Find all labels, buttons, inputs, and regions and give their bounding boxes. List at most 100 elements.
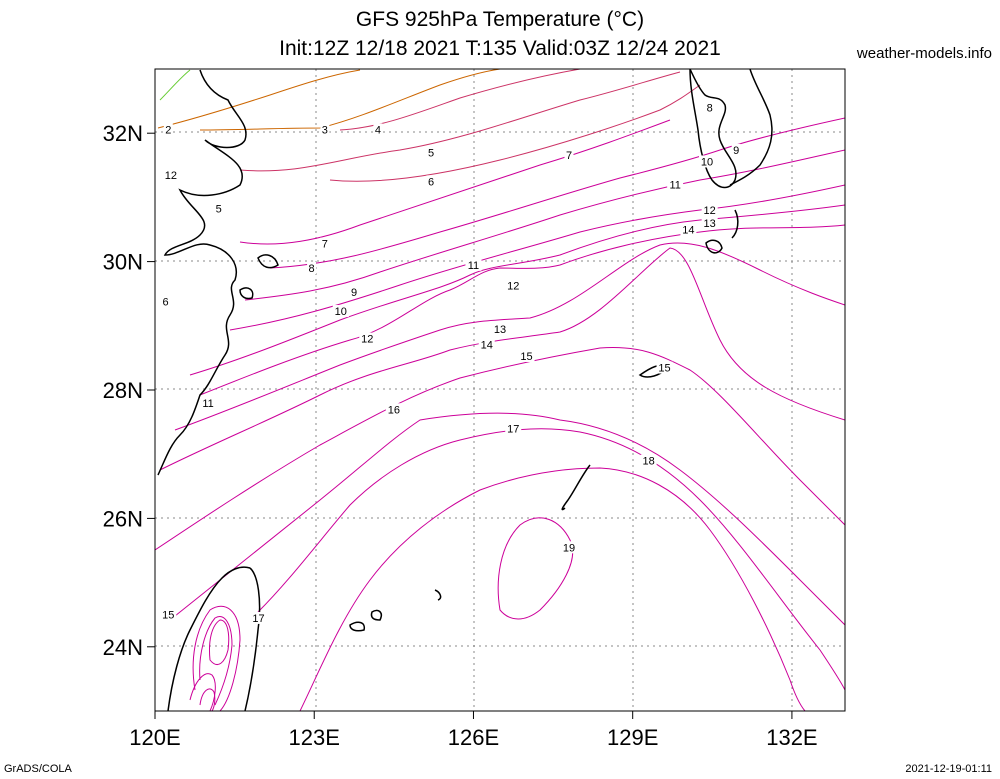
contour-label: 10 bbox=[335, 306, 347, 318]
contour-label: 3 bbox=[322, 124, 328, 136]
contour-label: 8 bbox=[707, 103, 713, 115]
contour-label: 4 bbox=[375, 124, 381, 136]
isotherm-19 bbox=[497, 517, 574, 620]
yakushima-island bbox=[705, 239, 723, 254]
contour-label-bg bbox=[349, 285, 359, 298]
contour-label-bg bbox=[705, 101, 715, 114]
isotherm-6 bbox=[329, 84, 701, 182]
isotherm-2 bbox=[157, 69, 361, 129]
y-tick-label: 28N bbox=[103, 378, 143, 403]
contour-label: 18 bbox=[642, 456, 654, 468]
ryukyu-okinawa bbox=[561, 464, 591, 511]
contour-label: 12 bbox=[165, 170, 177, 182]
isotherm-10 bbox=[229, 184, 845, 331]
contour-label: 7 bbox=[566, 150, 572, 162]
contour-label-bg bbox=[680, 223, 697, 236]
map-subtitle: Init:12Z 12/18 2021 T:135 Valid:03Z 12/2… bbox=[279, 37, 721, 60]
contour-label: 6 bbox=[163, 296, 169, 308]
contour-label-bg bbox=[701, 204, 718, 217]
x-tick-label: 123E bbox=[289, 725, 340, 750]
contour-label: 11 bbox=[669, 180, 680, 192]
contour-label: 14 bbox=[481, 339, 493, 351]
x-tick-label: 120E bbox=[129, 725, 180, 750]
contour-label: 13 bbox=[494, 324, 506, 336]
contour-label: 11 bbox=[202, 398, 213, 410]
contour-label-bg bbox=[492, 323, 508, 336]
contour-label: 15 bbox=[162, 610, 174, 622]
x-axis: 120E 123E 126E 129E 132E bbox=[129, 711, 818, 750]
isotherm-8 bbox=[269, 117, 845, 269]
contour-label: 2 bbox=[165, 124, 171, 136]
contour-label-bg bbox=[667, 178, 684, 191]
x-tick-label: 126E bbox=[448, 725, 499, 750]
contour-label: 14 bbox=[682, 225, 694, 237]
contour-label-bg bbox=[373, 123, 383, 136]
footer-timestamp: 2021-12-19-01:11 bbox=[905, 763, 992, 775]
y-axis: 24N 26N 28N 30N 32N bbox=[103, 121, 155, 660]
contour-label-bg bbox=[385, 403, 402, 416]
contour-label-bg bbox=[320, 123, 330, 136]
contour-label: 8 bbox=[309, 263, 315, 275]
isotherm-15 bbox=[155, 346, 845, 551]
isotherm-taiwan-2 bbox=[199, 616, 233, 706]
x-tick-label: 129E bbox=[607, 725, 658, 750]
contour-label: 12 bbox=[507, 280, 519, 292]
isotherm-taiwan-4 bbox=[189, 673, 216, 711]
map-title: GFS 925hPa Temperature (°C) bbox=[355, 8, 645, 31]
contour-label-bg bbox=[561, 541, 577, 554]
contour-label-bg bbox=[307, 262, 317, 275]
isotherm-5 bbox=[239, 71, 681, 172]
contour-label-bg bbox=[465, 258, 482, 271]
isotherm-cold bbox=[159, 69, 191, 101]
contour-label-bg bbox=[160, 608, 177, 621]
contour-label-bg bbox=[320, 237, 330, 250]
zhoushan-islands bbox=[239, 254, 279, 300]
contour-label: 9 bbox=[733, 145, 739, 157]
contour-label-bg bbox=[332, 305, 349, 318]
isotherm-11 bbox=[189, 204, 845, 376]
contour-label-bg bbox=[656, 361, 673, 374]
sakishima-islands bbox=[349, 589, 442, 632]
contour-label-bg bbox=[564, 149, 574, 162]
contour-label-bg bbox=[162, 168, 179, 181]
contour-label-bg bbox=[250, 611, 267, 624]
isotherm-13 bbox=[174, 242, 845, 431]
kyushu-coast bbox=[689, 69, 737, 189]
contour-label: 5 bbox=[428, 147, 434, 159]
contour-label-bg bbox=[214, 202, 224, 215]
contour-label-bg bbox=[163, 123, 173, 136]
map-grid bbox=[155, 69, 845, 711]
contour-label-bg bbox=[426, 146, 436, 159]
y-tick-label: 24N bbox=[103, 635, 143, 660]
contour-label-bg bbox=[505, 279, 522, 292]
contour-label-bg bbox=[701, 217, 718, 230]
contour-label: 6 bbox=[428, 176, 434, 188]
isotherm-9 bbox=[244, 149, 845, 301]
x-tick-label: 132E bbox=[766, 725, 817, 750]
contour-label: 17 bbox=[252, 613, 264, 625]
contour-label: 16 bbox=[388, 404, 400, 416]
isotherm-taiwan-1 bbox=[192, 605, 241, 711]
contour-label: 12 bbox=[361, 334, 373, 346]
isotherm-12 bbox=[199, 224, 845, 396]
tanegashima-island bbox=[731, 209, 739, 239]
contour-label-bg bbox=[161, 295, 171, 308]
contour-label: 10 bbox=[701, 156, 713, 168]
contour-label: 7 bbox=[322, 239, 328, 251]
isotherm-taiwan-5 bbox=[199, 688, 216, 711]
taiwan-coast bbox=[167, 566, 261, 711]
y-tick-label: 30N bbox=[103, 250, 143, 275]
contour-label-bg bbox=[505, 422, 522, 435]
contour-label: 13 bbox=[704, 218, 716, 230]
contour-label: 17 bbox=[507, 424, 519, 436]
isotherm-taiwan-3 bbox=[209, 619, 230, 665]
contour-label: 11 bbox=[468, 260, 479, 272]
contour-labels: 2 3 45678910111213141257891061112131415121… bbox=[160, 101, 741, 625]
contour-label-bg bbox=[359, 332, 376, 345]
isotherm-16 bbox=[169, 412, 845, 626]
isotherm-3 bbox=[199, 69, 501, 131]
isotherm-18 bbox=[299, 467, 806, 711]
china-coast bbox=[157, 69, 247, 476]
footer-software: GrADS/COLA bbox=[4, 763, 72, 775]
